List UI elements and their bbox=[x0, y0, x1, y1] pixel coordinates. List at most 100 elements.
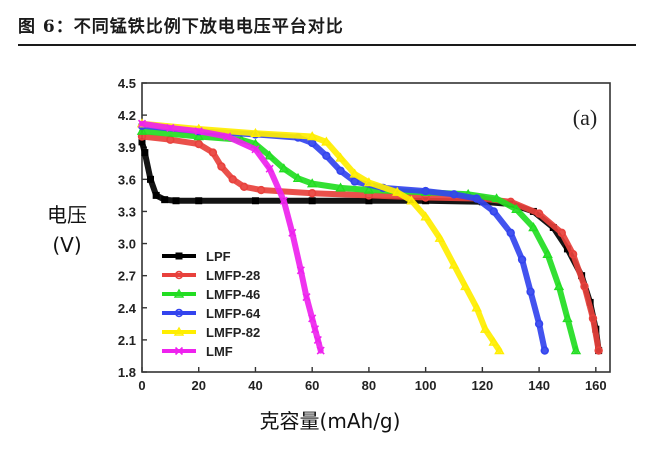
data-point-lmf bbox=[296, 266, 305, 275]
data-point-lmfp-46 bbox=[542, 248, 553, 258]
data-point-lmfp-46 bbox=[278, 163, 290, 173]
y-tick-label: 1.8 bbox=[118, 365, 136, 380]
data-point-lmf bbox=[279, 196, 288, 205]
data-point-lmf bbox=[194, 127, 203, 136]
data-point-lpf bbox=[172, 197, 180, 205]
data-point-lmfp-46 bbox=[193, 131, 204, 141]
data-point-lmf bbox=[308, 314, 317, 323]
legend-marker bbox=[175, 252, 183, 260]
data-point-lmfp-28 bbox=[228, 175, 237, 184]
data-point-lpf bbox=[141, 149, 149, 157]
legend-label: LMFP-82 bbox=[206, 325, 260, 340]
data-point-lmfp-28 bbox=[239, 182, 249, 192]
legend-item-lmfp-28: LMFP-28 bbox=[162, 268, 260, 283]
data-point-lmf bbox=[302, 293, 311, 302]
y-tick-label: 3.0 bbox=[118, 237, 136, 252]
y-axis-label-line1: 电压 bbox=[47, 203, 87, 227]
data-point-lmf bbox=[288, 228, 297, 237]
data-point-lpf bbox=[152, 191, 160, 199]
x-tick-label: 80 bbox=[362, 378, 376, 393]
data-point-lmfp-82 bbox=[460, 280, 471, 291]
x-tick-label: 0 bbox=[138, 378, 145, 393]
legend-marker bbox=[173, 326, 185, 336]
series-line-lmfp-28 bbox=[139, 133, 602, 354]
data-point-lmfp-28 bbox=[568, 250, 578, 259]
data-point-lmfp-46 bbox=[553, 280, 565, 291]
y-tick-label: 3.9 bbox=[118, 140, 136, 155]
legend-label: LMFP-28 bbox=[206, 268, 260, 283]
data-point-lmfp-28 bbox=[307, 189, 317, 198]
data-point-lpf bbox=[195, 197, 203, 205]
data-point-lmf bbox=[166, 123, 175, 133]
x-tick-label: 100 bbox=[415, 378, 437, 393]
data-point-lmfp-28 bbox=[580, 282, 589, 291]
y-tick-label: 2.7 bbox=[118, 269, 136, 284]
data-point-lmfp-64 bbox=[517, 255, 527, 264]
data-point-lmfp-82 bbox=[406, 195, 417, 205]
series-layer bbox=[136, 118, 603, 355]
data-point-lmfp-46 bbox=[335, 182, 346, 192]
data-point-lmfp-64 bbox=[472, 194, 481, 203]
data-point-lpf bbox=[161, 196, 169, 204]
figure-title: 图 6：不同锰铁比例下放电电压平台对比 bbox=[18, 17, 344, 37]
legend-item-lmfp-46: LMFP-46 bbox=[162, 287, 260, 302]
data-point-lmfp-46 bbox=[528, 222, 539, 232]
data-point-lmfp-28 bbox=[534, 209, 544, 218]
data-point-lmfp-28 bbox=[194, 139, 203, 149]
data-point-lmfp-46 bbox=[570, 345, 582, 355]
data-point-lmfp-46 bbox=[562, 313, 573, 323]
data-point-lmfp-64 bbox=[421, 186, 430, 196]
data-point-lmfp-46 bbox=[292, 172, 304, 182]
data-point-lmfp-64 bbox=[506, 228, 515, 238]
data-point-lmf bbox=[313, 335, 322, 344]
y-tick-label: 3.3 bbox=[118, 204, 136, 219]
data-point-lmfp-64 bbox=[526, 287, 535, 296]
legend-marker bbox=[174, 308, 184, 318]
data-point-lmfp-46 bbox=[306, 178, 318, 188]
axes: 0 20 40 60 80 100 120 140 160 1.8 2.1 2.4 2.7 3.0 3.3 3… bbox=[118, 76, 611, 393]
data-point-lpf bbox=[308, 197, 316, 205]
data-point-lmfp-82 bbox=[471, 302, 482, 312]
legend-label: LMFP-64 bbox=[206, 306, 261, 321]
legend-marker bbox=[173, 288, 185, 298]
series-line-lmfp-82 bbox=[139, 120, 503, 354]
y-tick-label: 2.4 bbox=[118, 301, 137, 316]
data-point-lpf bbox=[147, 175, 155, 183]
data-point-lmfp-82 bbox=[349, 168, 360, 178]
data-point-lmfp-46 bbox=[363, 184, 375, 194]
plot-frame bbox=[141, 82, 611, 373]
legend-item-lmfp-82: LMFP-82 bbox=[162, 325, 260, 340]
x-tick-label: 60 bbox=[305, 378, 319, 393]
data-point-lmfp-82 bbox=[420, 211, 431, 221]
data-point-lmfp-46 bbox=[491, 193, 502, 203]
series-lmfp-46 bbox=[136, 125, 582, 355]
legend-item-lmfp-64: LMFP-64 bbox=[162, 306, 261, 321]
x-tick-label: 160 bbox=[585, 378, 607, 393]
series-line-lmfp-46 bbox=[139, 128, 579, 354]
data-point-lmfp-82 bbox=[306, 131, 318, 141]
series-lmf bbox=[137, 119, 325, 355]
legend-marker bbox=[174, 270, 184, 280]
legend: LPF LMFP-28 LMFP-46 LMFP-64 LMFP-82 LMF bbox=[162, 249, 261, 359]
y-axis-label: 电压 (V) bbox=[44, 200, 90, 260]
title-divider bbox=[18, 44, 636, 46]
x-tick-label: 40 bbox=[248, 378, 262, 393]
data-point-lmfp-46 bbox=[511, 203, 522, 214]
data-point-lmf bbox=[310, 325, 320, 334]
series-line-lmf bbox=[139, 120, 324, 354]
data-point-lmfp-28 bbox=[256, 185, 266, 195]
x-tick-label: 120 bbox=[472, 378, 494, 393]
data-point-lmfp-64 bbox=[322, 151, 331, 160]
legend-label: LPF bbox=[206, 249, 231, 264]
data-point-lmfp-46 bbox=[136, 125, 148, 135]
data-point-lmfp-64 bbox=[449, 190, 459, 199]
data-point-lmfp-64 bbox=[534, 319, 544, 329]
x-tick-label: 140 bbox=[528, 378, 550, 393]
data-point-lmfp-28 bbox=[208, 148, 218, 157]
y-tick-label: 4.2 bbox=[118, 108, 136, 123]
legend-marker bbox=[174, 346, 184, 356]
data-point-lmf bbox=[316, 346, 325, 355]
data-point-lmfp-46 bbox=[264, 150, 275, 160]
legend-item-lmf: LMF bbox=[162, 344, 233, 359]
data-point-lmfp-28 bbox=[217, 162, 226, 171]
